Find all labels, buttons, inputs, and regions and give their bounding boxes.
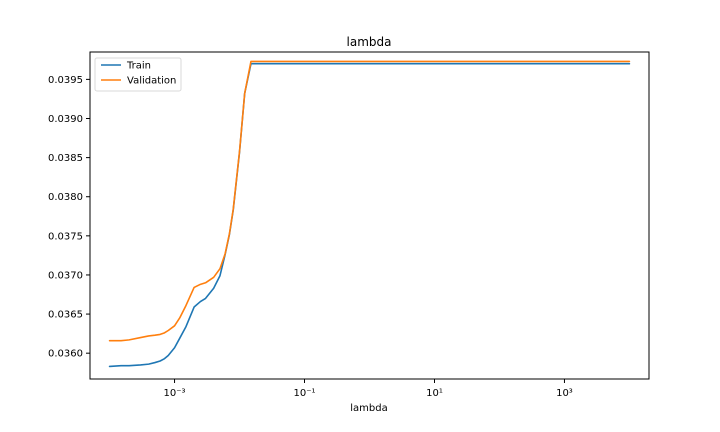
validation-series-line: [108, 60, 631, 342]
y-tick-label: 0.0385: [48, 153, 83, 164]
legend-label-validation: Validation: [127, 76, 176, 87]
y-tick-label: 0.0395: [48, 75, 83, 86]
x-axis: 10⁻³ 10⁻¹ 10¹ 10³: [164, 379, 573, 399]
series-layer: [108, 60, 631, 368]
legend-box: [94, 57, 182, 92]
y-tick-label: 0.0375: [48, 231, 83, 242]
y-tick-label: 0.0365: [48, 310, 83, 321]
x-tick-label: 10⁻¹: [294, 388, 316, 399]
y-tick-label: 0.0380: [48, 192, 83, 203]
legend: Train Validation: [94, 57, 182, 92]
legend-label-train: Train: [126, 61, 151, 72]
y-tick-label: 0.0390: [48, 114, 83, 125]
x-tick-label: 10⁻³: [164, 388, 186, 399]
plot-area: [89, 51, 650, 380]
y-axis: 0.0360 0.0365 0.0370 0.0375 0.0380 0.0385 0.03…: [48, 75, 90, 360]
x-tick-label: 10¹: [426, 388, 443, 399]
y-tick-label: 0.0360: [48, 349, 83, 360]
x-axis-label: lambda: [350, 403, 387, 414]
train-series-line: [108, 62, 631, 368]
y-tick-label: 0.0370: [48, 270, 83, 281]
plot-frame: [89, 51, 650, 380]
x-tick-label: 10³: [556, 388, 573, 399]
chart-title: lambda: [347, 35, 392, 49]
